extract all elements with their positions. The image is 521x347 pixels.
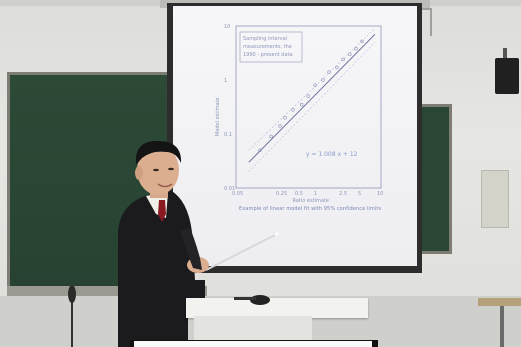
x-tick-label: 0.5 <box>295 191 303 197</box>
legend-line: measurements, the <box>243 44 292 50</box>
fit-line <box>248 34 376 163</box>
x-tick-label: 2.5 <box>339 191 347 197</box>
speaker-mount <box>503 48 507 60</box>
data-point <box>283 116 287 120</box>
lectern-top <box>186 298 368 318</box>
wall-switch-panel <box>481 170 509 228</box>
data-point <box>348 52 352 56</box>
presenter-hair <box>135 140 182 165</box>
y-axis-label: Model estimate <box>215 97 221 136</box>
wall-speaker <box>495 58 519 94</box>
plot-frame <box>235 25 382 189</box>
necktie <box>158 200 166 222</box>
legend-line: Sampling interval <box>243 36 287 42</box>
x-tick-label: 10 <box>377 191 383 197</box>
suit-jacket <box>118 190 205 347</box>
data-point <box>306 94 310 98</box>
data-point <box>313 83 317 87</box>
slide-caption: Example of linear model fit with 95% con… <box>239 206 382 212</box>
data-point <box>278 124 282 128</box>
side-table-leg <box>500 306 504 347</box>
data-point <box>291 108 295 112</box>
data-point <box>321 78 325 82</box>
y-tick-label: 0.01 <box>224 186 235 192</box>
data-point <box>341 57 345 62</box>
bottom-edge-inner <box>134 341 372 347</box>
data-point <box>269 134 273 139</box>
data-point <box>327 70 331 74</box>
x-tick-label: 0.05 <box>232 191 243 197</box>
side-table-top <box>478 298 521 306</box>
data-point <box>258 148 262 152</box>
y-tick-label: 10 <box>224 24 230 30</box>
data-point <box>335 65 339 70</box>
fit-equation: y = 1.008 x + 12 <box>306 151 358 158</box>
y-tick-label: 1 <box>224 78 227 84</box>
data-point <box>299 102 304 107</box>
pointer-stick <box>205 234 276 271</box>
plot-legend-box <box>239 31 303 63</box>
upper-confidence-line <box>248 28 376 151</box>
projector-screen <box>173 6 417 266</box>
x-tick-label: 5 <box>358 191 361 197</box>
y-tick-label: 0.1 <box>224 132 232 138</box>
data-point <box>360 39 364 44</box>
x-axis-label: Ratio estimate <box>293 198 329 204</box>
chalk-ledge <box>7 286 207 296</box>
projected-scatter-plot: Sampling interval measurements, the 1990 -… <box>215 24 383 204</box>
x-tick-label: 1 <box>314 191 317 197</box>
legend-line: 1990 - present data <box>243 52 293 58</box>
lectern-device <box>234 295 270 305</box>
data-point <box>354 46 358 51</box>
microphone-stand <box>68 286 76 347</box>
x-tick-label: 0.25 <box>276 191 287 197</box>
